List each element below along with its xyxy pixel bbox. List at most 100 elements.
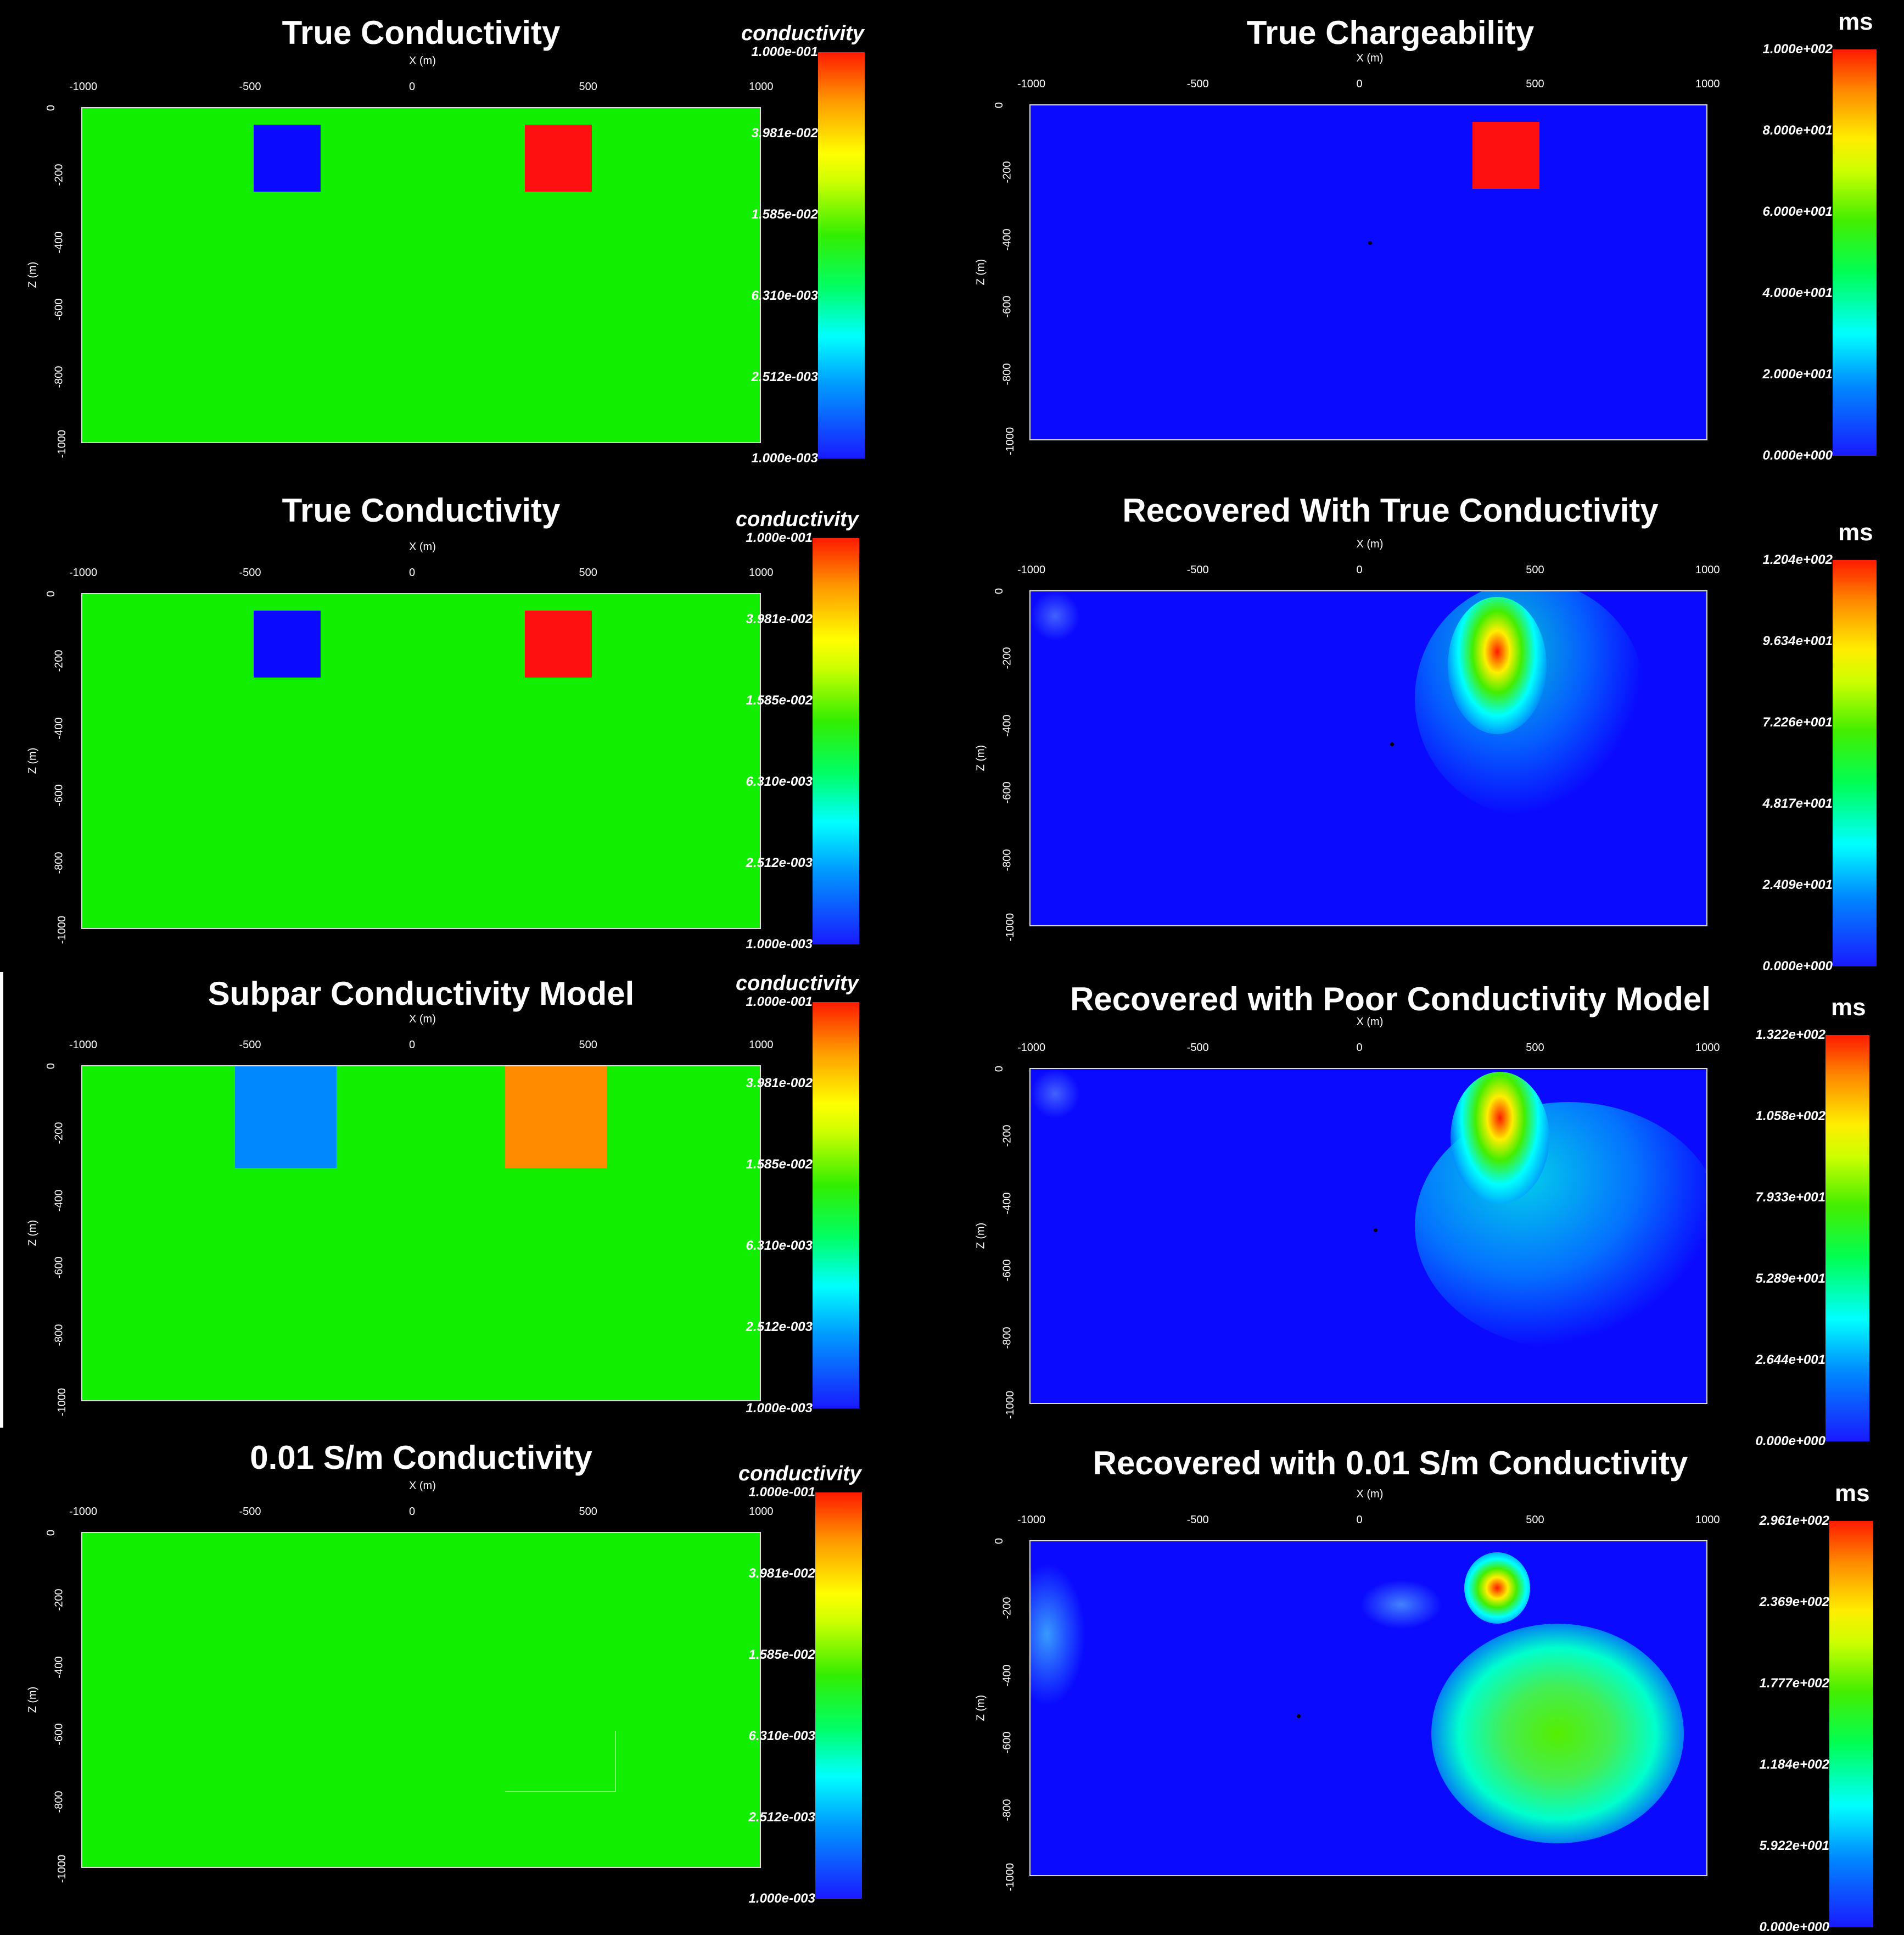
x-tick-label: 1000: [1695, 1042, 1720, 1054]
z-tick-label: -400: [53, 1656, 65, 1679]
ms-colorbar-title: ms: [1835, 1480, 1870, 1507]
z-tick-label: -1000: [56, 915, 69, 944]
x-tick-label: 500: [1526, 1514, 1544, 1526]
z-tick-label: -1000: [1004, 1390, 1017, 1419]
conductivity-tick: 1.000e-001: [748, 1485, 815, 1500]
chargeability-tick: 2.409e+001: [1762, 877, 1833, 892]
z-tick-label: -400: [53, 231, 65, 254]
z-tick-label: -600: [1001, 781, 1013, 804]
left-title: True Conductivity: [282, 492, 561, 529]
x-axis-label: X (m): [1356, 538, 1384, 550]
left-title: 0.01 S/m Conductivity: [250, 1439, 592, 1476]
z-tick-label: -800: [1001, 849, 1013, 871]
ms-colorbar-title: ms: [1838, 8, 1873, 35]
resistive-block: [254, 125, 321, 192]
chargeability-tick: 1.058e+002: [1755, 1109, 1825, 1123]
chargeability-tick: 8.000e+001: [1762, 123, 1833, 138]
recovered-anomaly-body: [1448, 597, 1547, 734]
conductivity-tick: 2.512e-003: [746, 1319, 813, 1334]
conductivity-colorbar-title: conductivity: [738, 1462, 861, 1485]
right-title: Recovered With True Conductivity: [1122, 492, 1659, 529]
chargeability-tick: 1.184e+002: [1759, 1757, 1829, 1772]
ms-colorbar-title: ms: [1838, 519, 1873, 546]
z-axis-label: Z (m): [26, 1686, 39, 1713]
conductivity-tick: 1.585e-002: [751, 207, 818, 222]
z-tick-label: 0: [45, 1062, 58, 1070]
x-tick-label: -500: [1186, 78, 1209, 90]
z-axis-label: Z (m): [26, 747, 39, 774]
chargeability-section: [1029, 1068, 1707, 1404]
z-tick-label: -200: [1001, 1597, 1013, 1619]
conductivity-tick: 6.310e-003: [746, 1238, 813, 1253]
left-edge-artifact: [1031, 1563, 1085, 1706]
conductivity-tick: 3.981e-002: [748, 1566, 815, 1581]
conductivity-tick: 1.000e-001: [746, 530, 813, 545]
z-tick-label: -1000: [1004, 427, 1017, 456]
x-tick-label: 0: [409, 1039, 416, 1051]
conductivity-section: [81, 1065, 761, 1401]
z-tick-label: -200: [53, 1122, 65, 1144]
x-tick-label: 500: [1526, 78, 1544, 90]
chargeability-tick: 2.369e+002: [1759, 1595, 1829, 1609]
x-tick-label: -1000: [69, 1506, 98, 1518]
z-tick-label: 0: [45, 590, 58, 597]
z-tick-label: -800: [53, 366, 65, 388]
x-tick-label: -500: [1186, 1514, 1209, 1526]
chargeability-tick: 2.961e+002: [1759, 1513, 1829, 1528]
z-tick-label: -800: [53, 1791, 65, 1813]
x-tick-label: -1000: [1017, 564, 1046, 576]
chargeability-tick: 5.922e+001: [1759, 1838, 1829, 1853]
x-tick-label: 1000: [749, 1506, 774, 1518]
conductivity-section: [81, 1532, 761, 1868]
z-tick-label: -800: [1001, 1799, 1013, 1821]
z-tick-label: -600: [53, 298, 65, 321]
conductive-block: [525, 125, 592, 192]
conductivity-tick: 6.310e-003: [751, 288, 818, 303]
chargeability-colorbar: [1833, 560, 1877, 966]
z-tick-label: -400: [1001, 1664, 1013, 1687]
conductivity-colorbar-title: conductivity: [736, 508, 859, 531]
z-tick-label: -600: [53, 1256, 65, 1279]
x-tick-label: -500: [239, 1039, 261, 1051]
survey-point: [1368, 241, 1372, 245]
chargeability-section: [1029, 1540, 1707, 1876]
x-tick-label: 1000: [1695, 1514, 1720, 1526]
ms-colorbar-title: ms: [1831, 994, 1866, 1021]
chargeability-tick: 2.000e+001: [1762, 367, 1833, 382]
z-tick-label: -800: [53, 1324, 65, 1346]
resistive-block: [235, 1066, 337, 1168]
resistive-block: [254, 611, 321, 678]
z-axis-label: Z (m): [975, 1694, 987, 1721]
chargeable-block: [1472, 122, 1539, 189]
x-tick-label: 500: [1526, 1042, 1544, 1054]
near-surface-artifact: [1031, 1069, 1080, 1119]
conductivity-tick: 3.981e-002: [751, 126, 818, 141]
conductivity-tick: 3.981e-002: [746, 1076, 813, 1090]
chargeability-tick: 0.000e+000: [1755, 1434, 1825, 1449]
x-tick-label: -500: [239, 567, 261, 579]
z-tick-label: -600: [1001, 1259, 1013, 1282]
z-tick-label: 0: [45, 1529, 58, 1536]
near-surface-artifact: [1031, 591, 1080, 641]
conductive-block: [505, 1066, 607, 1168]
conductivity-colorbar: [815, 1492, 862, 1899]
z-tick-label: -400: [53, 1189, 65, 1212]
z-tick-label: 0: [993, 102, 1006, 109]
x-axis-label: X (m): [1356, 52, 1384, 64]
x-tick-label: 500: [579, 1506, 597, 1518]
x-tick-label: -1000: [1017, 78, 1046, 90]
z-tick-label: -400: [53, 717, 65, 740]
conductivity-tick: 1.000e-003: [751, 451, 818, 466]
conductive-block: [525, 611, 592, 678]
x-tick-label: 0: [409, 567, 416, 579]
right-title: Recovered with Poor Conductivity Model: [1070, 981, 1711, 1017]
x-tick-label: -1000: [1017, 1514, 1046, 1526]
conductivity-tick: 1.585e-002: [746, 1157, 813, 1172]
recovered-anomaly-body: [1451, 1072, 1549, 1204]
z-tick-label: -200: [1001, 1125, 1013, 1147]
x-tick-label: -500: [239, 81, 261, 93]
x-tick-label: -1000: [1017, 1042, 1046, 1054]
conductivity-tick: 1.000e-001: [751, 44, 818, 59]
z-tick-label: 0: [993, 588, 1006, 595]
x-tick-label: 500: [579, 1039, 597, 1051]
